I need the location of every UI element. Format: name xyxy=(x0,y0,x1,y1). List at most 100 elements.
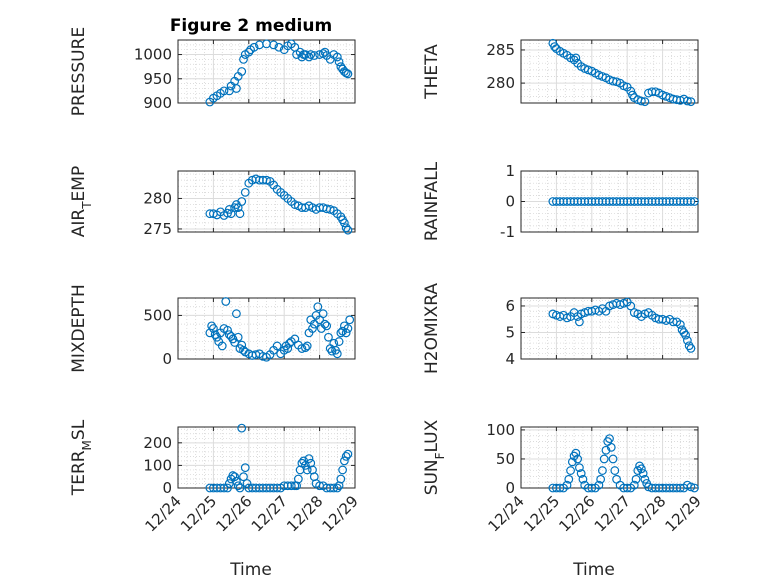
data-point xyxy=(594,480,604,490)
y-axis-label-mixdepth: MIXDEPTH xyxy=(69,284,89,373)
data-point xyxy=(308,324,317,333)
markers-theta xyxy=(548,38,696,107)
subplot-terrmsl: 0 100 200 TERRMSL 12/2412/2512/2612/2712/281… xyxy=(69,419,362,535)
y-axis-label-pressure: PRESSURE xyxy=(69,27,89,116)
data-point xyxy=(306,50,316,59)
data-point xyxy=(686,197,696,206)
data-point xyxy=(675,320,685,329)
x-tick-label: 12/27 xyxy=(248,492,291,535)
data-point xyxy=(219,86,229,96)
data-point xyxy=(334,57,344,67)
data-point xyxy=(636,464,646,474)
data-point xyxy=(274,42,284,52)
data-point xyxy=(605,434,614,444)
data-point xyxy=(566,466,575,475)
x-tick-label: 12/26 xyxy=(555,492,598,535)
data-point xyxy=(608,454,618,464)
y-axis-label-rainfall: RAINFALL xyxy=(422,161,442,241)
x-tick-label: 12/24 xyxy=(142,492,185,535)
data-point xyxy=(640,474,650,484)
data-point xyxy=(341,223,351,233)
x-tick-label: 12/25 xyxy=(520,492,563,535)
y-ticks-h2omixra: 4 5 6 xyxy=(505,297,698,368)
data-point xyxy=(686,343,696,353)
y-ticks-theta: 280 285 xyxy=(486,41,698,92)
y-tick-label: 50 xyxy=(496,450,515,468)
data-point xyxy=(606,442,616,452)
data-point xyxy=(232,309,241,319)
data-point xyxy=(626,301,636,311)
x-tick-label: 12/24 xyxy=(485,492,528,535)
data-point xyxy=(309,319,319,329)
markers-h2omixra xyxy=(548,297,696,353)
data-point xyxy=(684,341,694,351)
y-axis-label-sunflux: SUNFLUX xyxy=(422,419,447,495)
data-point xyxy=(601,445,611,455)
y-tick-label: 280 xyxy=(143,189,172,207)
axes-box-sunflux xyxy=(520,426,699,489)
y-ticks-mixdepth: 0 500 xyxy=(143,306,355,368)
y-axis-label-h2omixra: H2OMIXRA xyxy=(422,283,442,374)
markers-sunflux xyxy=(548,434,699,493)
data-point xyxy=(237,67,247,76)
data-point xyxy=(636,96,646,106)
axes-box-airtemp xyxy=(177,170,356,233)
data-point xyxy=(690,483,699,493)
data-point xyxy=(575,317,584,327)
y-tick-label: 5 xyxy=(505,323,515,341)
data-point xyxy=(690,197,699,206)
data-point xyxy=(332,349,342,359)
data-point xyxy=(237,197,247,206)
data-point xyxy=(237,423,247,433)
data-point xyxy=(338,465,348,475)
data-point xyxy=(631,474,641,484)
data-point xyxy=(301,343,310,353)
data-point xyxy=(221,297,231,306)
data-point xyxy=(302,465,312,475)
data-point xyxy=(207,321,217,331)
data-point xyxy=(240,187,250,197)
y-tick-label: 6 xyxy=(505,297,515,315)
y-tick-label: 275 xyxy=(143,220,172,238)
x-tick-label: 12/25 xyxy=(177,492,220,535)
data-point xyxy=(318,309,328,319)
y-axis-label-terrmsl: TERRMSL xyxy=(69,419,94,496)
data-point xyxy=(332,52,342,62)
subplot-mixdepth: 0 500 MIXDEPTH xyxy=(69,284,356,373)
data-point xyxy=(564,474,574,484)
data-point xyxy=(320,319,330,329)
data-point xyxy=(230,472,240,482)
subplot-theta: 280 285 THETA xyxy=(422,38,699,107)
markers-rainfall xyxy=(548,197,699,206)
x-ticks-rainfall xyxy=(520,171,699,232)
data-point xyxy=(239,472,248,482)
data-point xyxy=(562,480,572,490)
data-point xyxy=(232,476,241,486)
subplot-airtemp: 275 280 AIRTEMP xyxy=(69,166,356,238)
data-point xyxy=(332,483,342,493)
data-point xyxy=(686,482,696,492)
data-point xyxy=(341,68,351,78)
y-axis-label-airtemp: AIRTEMP xyxy=(69,166,94,237)
data-point xyxy=(269,40,278,50)
data-point xyxy=(283,344,293,353)
data-point xyxy=(339,456,349,466)
y-tick-label: 0 xyxy=(162,479,172,497)
minor-grid-terrmsl xyxy=(177,427,356,489)
x-tick-label: 12/27 xyxy=(591,492,634,535)
x-axis-label-left: Time xyxy=(229,560,272,580)
y-tick-label: -1 xyxy=(500,223,515,241)
data-point xyxy=(327,346,337,356)
x-tick-label: 12/28 xyxy=(626,492,669,535)
data-point xyxy=(285,338,294,348)
y-tick-label: 100 xyxy=(486,421,515,439)
y-tick-label: 100 xyxy=(143,456,172,474)
y-tick-label: 500 xyxy=(143,306,172,324)
data-point xyxy=(334,337,344,346)
y-ticks-rainfall: -1 0 1 xyxy=(500,162,698,241)
y-tick-label: 4 xyxy=(505,350,515,368)
